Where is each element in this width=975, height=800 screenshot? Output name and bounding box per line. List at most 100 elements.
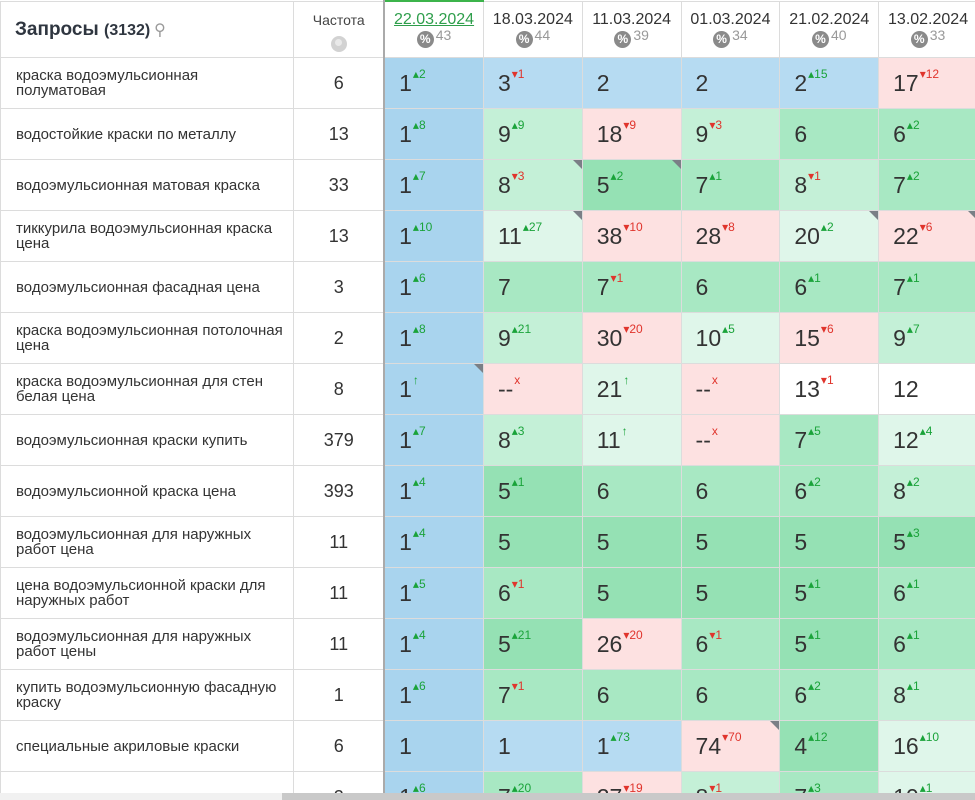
- position-cell[interactable]: 27▾19: [581, 771, 682, 793]
- position-cell[interactable]: 5: [581, 516, 682, 568]
- position-cell[interactable]: 1▴6: [383, 669, 484, 721]
- date-label[interactable]: 01.03.2024: [690, 10, 771, 28]
- query-cell[interactable]: водоэмульсионная фасадная цена: [0, 261, 295, 313]
- position-cell[interactable]: 2▴15: [779, 57, 880, 109]
- position-cell[interactable]: 1▴8: [383, 108, 484, 160]
- position-cell[interactable]: 30▾20: [581, 312, 682, 364]
- position-cell[interactable]: 7▴2: [878, 159, 975, 211]
- position-cell[interactable]: 12▴4: [878, 414, 975, 466]
- query-cell[interactable]: специальные акриловые краски: [0, 720, 295, 772]
- position-cell[interactable]: 5▴3: [878, 516, 975, 568]
- query-cell[interactable]: цена водоэмульсионной краски для наружны…: [0, 567, 295, 619]
- position-cell[interactable]: 9▾3: [680, 108, 781, 160]
- query-cell[interactable]: водоэмульсионная для наружных работ цены: [0, 618, 295, 670]
- position-cell[interactable]: 5▴1: [779, 618, 880, 670]
- position-cell[interactable]: --x: [680, 363, 781, 415]
- query-cell[interactable]: тиккурила водоэмульсионная краска цена: [0, 210, 295, 262]
- position-cell[interactable]: 6: [680, 261, 781, 313]
- position-cell[interactable]: 4▴12: [779, 720, 880, 772]
- query-text[interactable]: водоэмульсионная фасадная цена: [16, 278, 260, 296]
- date-column-header[interactable]: 11.03.2024% 39: [581, 0, 682, 58]
- query-cell[interactable]: водоэмульсионная краска для: [0, 771, 295, 794]
- query-text[interactable]: цена водоэмульсионной краски для наружны…: [16, 577, 266, 609]
- position-cell[interactable]: 7▴3: [779, 771, 880, 793]
- position-cell[interactable]: 1▴73: [581, 720, 682, 772]
- position-cell[interactable]: 5▴1: [779, 567, 880, 619]
- position-cell[interactable]: 7▴5: [779, 414, 880, 466]
- position-cell[interactable]: 6▾1: [482, 567, 583, 619]
- position-cell[interactable]: 6▴2: [779, 669, 880, 721]
- query-cell[interactable]: краска водоэмульсионная потолочная цена: [0, 312, 295, 364]
- position-cell[interactable]: 16▴10: [878, 720, 975, 772]
- globe-icon[interactable]: [330, 35, 347, 52]
- position-cell[interactable]: 8▴3: [482, 414, 583, 466]
- position-cell[interactable]: 1: [482, 720, 583, 772]
- position-cell[interactable]: 7: [482, 261, 583, 313]
- position-cell[interactable]: 1▴6: [383, 771, 484, 793]
- position-cell[interactable]: 6▾1: [680, 618, 781, 670]
- position-cell[interactable]: 28▾8: [680, 210, 781, 262]
- date-label[interactable]: 18.03.2024: [492, 10, 573, 28]
- position-cell[interactable]: 26▾20: [581, 618, 682, 670]
- position-cell[interactable]: 5: [680, 516, 781, 568]
- date-label[interactable]: 21.02.2024: [789, 10, 870, 28]
- query-text[interactable]: водоэмульсионная краски купить: [16, 431, 248, 449]
- position-cell[interactable]: --x: [482, 363, 583, 415]
- position-cell[interactable]: 20▴2: [779, 210, 880, 262]
- position-cell[interactable]: 1: [383, 720, 484, 772]
- query-text[interactable]: водоэмульсионная для наружных работ цены: [16, 628, 252, 660]
- position-cell[interactable]: 74▾70: [680, 720, 781, 772]
- position-cell[interactable]: 8▴1: [878, 669, 975, 721]
- position-cell[interactable]: 5: [482, 516, 583, 568]
- query-cell[interactable]: водоэмульсионная матовая краска: [0, 159, 295, 211]
- position-cell[interactable]: 1▴4: [383, 516, 484, 568]
- date-column-header[interactable]: 13.02.2024% 33: [878, 0, 975, 58]
- query-text[interactable]: тиккурила водоэмульсионная краска цена: [16, 220, 273, 252]
- query-text[interactable]: водоэмульсионная краска для: [2, 790, 293, 794]
- date-column-header[interactable]: 01.03.2024% 34: [680, 0, 781, 58]
- scrollbar-thumb[interactable]: [282, 793, 975, 800]
- position-cell[interactable]: 11▴27: [482, 210, 583, 262]
- query-cell[interactable]: краска водоэмульсионная полуматовая: [0, 57, 295, 109]
- query-text[interactable]: краска водоэмульсионная для стен белая ц…: [16, 373, 263, 405]
- position-cell[interactable]: 6: [680, 669, 781, 721]
- position-cell[interactable]: 1▴8: [383, 312, 484, 364]
- position-cell[interactable]: 11↑: [581, 414, 682, 466]
- position-cell[interactable]: 1▴2: [383, 57, 484, 109]
- position-cell[interactable]: 1▴7: [383, 159, 484, 211]
- query-text[interactable]: водостойкие краски по металлу: [16, 125, 236, 143]
- position-cell[interactable]: 9▴7: [878, 312, 975, 364]
- date-column-header[interactable]: 18.03.2024% 44: [482, 0, 583, 58]
- position-cell[interactable]: 6: [779, 108, 880, 160]
- position-cell[interactable]: 7▴1: [680, 159, 781, 211]
- position-cell[interactable]: 13▾1: [779, 363, 880, 415]
- position-cell[interactable]: 22▾6: [878, 210, 975, 262]
- position-cell[interactable]: 5: [779, 516, 880, 568]
- position-cell[interactable]: 6: [581, 669, 682, 721]
- position-cell[interactable]: 5▴2: [581, 159, 682, 211]
- position-cell[interactable]: 7▴20: [482, 771, 583, 793]
- query-cell[interactable]: краска водоэмульсионная для стен белая ц…: [0, 363, 295, 415]
- position-cell[interactable]: 8▴2: [878, 465, 975, 517]
- date-label[interactable]: 11.03.2024: [592, 10, 672, 28]
- position-cell[interactable]: 6: [680, 465, 781, 517]
- position-cell[interactable]: 8▾1: [779, 159, 880, 211]
- position-cell[interactable]: 10▴1: [878, 771, 975, 793]
- percent-icon[interactable]: %: [713, 30, 731, 48]
- percent-icon[interactable]: %: [910, 30, 928, 48]
- position-cell[interactable]: 6: [581, 465, 682, 517]
- percent-icon[interactable]: %: [515, 30, 533, 48]
- position-cell[interactable]: 6▴1: [779, 261, 880, 313]
- frequency-column-header[interactable]: Частота: [293, 0, 386, 58]
- query-text[interactable]: водоэмульсионная для наружных работ цена: [16, 526, 252, 558]
- query-cell[interactable]: водоэмульсионной краска цена: [0, 465, 295, 517]
- position-cell[interactable]: 8▾1: [680, 771, 781, 793]
- queries-column-header[interactable]: Запросы (3132) ⚲: [0, 0, 295, 58]
- position-cell[interactable]: 17▾12: [878, 57, 975, 109]
- position-cell[interactable]: 6▴1: [878, 567, 975, 619]
- position-cell[interactable]: 1▴5: [383, 567, 484, 619]
- position-cell[interactable]: 5▴21: [482, 618, 583, 670]
- query-text[interactable]: купить водоэмульсионную фасадную краску: [16, 679, 277, 711]
- position-cell[interactable]: 9▴9: [482, 108, 583, 160]
- query-cell[interactable]: водостойкие краски по металлу: [0, 108, 295, 160]
